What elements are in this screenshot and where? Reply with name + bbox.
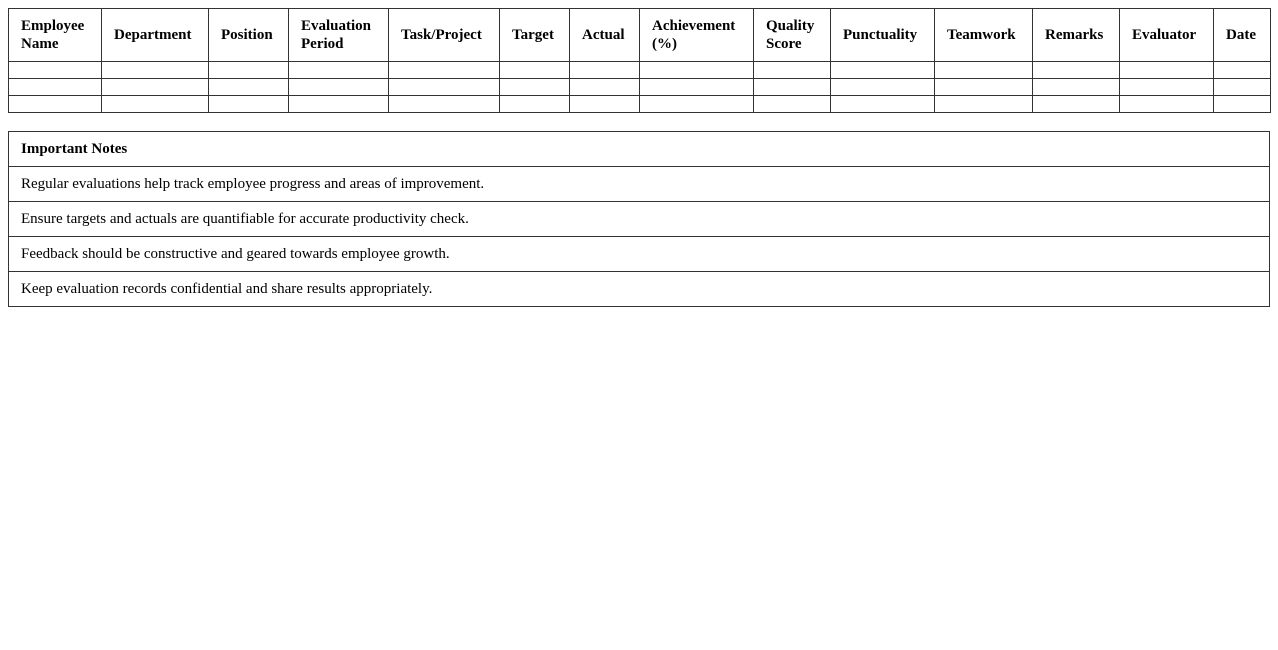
table-cell[interactable] [830,78,935,96]
table-cell[interactable] [8,95,102,113]
table-cell[interactable] [1032,95,1120,113]
table-cell[interactable] [208,95,289,113]
table-cell[interactable] [830,61,935,79]
column-header: Achievement (%) [639,8,754,62]
table-cell[interactable] [934,61,1033,79]
note-item: Ensure targets and actuals are quantifia… [8,201,1270,237]
table-cell[interactable] [388,61,500,79]
table-cell[interactable] [101,61,209,79]
table-row [8,61,1271,79]
table-cell[interactable] [934,95,1033,113]
table-cell[interactable] [1119,95,1214,113]
column-header: Remarks [1032,8,1120,62]
column-header: Date [1213,8,1271,62]
column-header: Employee Name [8,8,102,62]
table-cell[interactable] [1032,78,1120,96]
column-header: Task/Project [388,8,500,62]
table-cell[interactable] [8,78,102,96]
table-cell[interactable] [1119,78,1214,96]
note-item: Keep evaluation records confidential and… [8,271,1270,307]
header-row: Employee Name Department Position Evaluatio… [8,8,1271,62]
evaluation-table: Employee Name Department Position Evaluatio… [8,8,1271,113]
table-cell[interactable] [288,61,389,79]
column-header: Target [499,8,570,62]
column-header: Position [208,8,289,62]
table-cell[interactable] [208,78,289,96]
column-header: Punctuality [830,8,935,62]
table-cell[interactable] [753,61,831,79]
table-cell[interactable] [753,95,831,113]
table-cell[interactable] [388,95,500,113]
table-row [8,78,1271,96]
table-cell[interactable] [569,95,640,113]
table-cell[interactable] [101,78,209,96]
column-header: Evaluation Period [288,8,389,62]
table-cell[interactable] [388,78,500,96]
table-cell[interactable] [101,95,209,113]
table-cell[interactable] [208,61,289,79]
table-cell[interactable] [569,61,640,79]
table-cell[interactable] [639,61,754,79]
notes-title: Important Notes [8,131,1270,167]
table-cell[interactable] [8,61,102,79]
table-cell[interactable] [1213,78,1271,96]
table-cell[interactable] [1032,61,1120,79]
important-notes-table: Important Notes Regular evaluations help… [8,131,1270,307]
note-item: Regular evaluations help track employee … [8,166,1270,202]
table-cell[interactable] [1213,61,1271,79]
table-cell[interactable] [753,78,831,96]
table-cell[interactable] [1213,95,1271,113]
table-cell[interactable] [569,78,640,96]
column-header: Quality Score [753,8,831,62]
column-header: Teamwork [934,8,1033,62]
table-cell[interactable] [499,61,570,79]
table-cell[interactable] [934,78,1033,96]
table-row [8,95,1271,113]
table-cell[interactable] [639,95,754,113]
table-cell[interactable] [639,78,754,96]
table-cell[interactable] [499,95,570,113]
table-cell[interactable] [288,95,389,113]
table-cell[interactable] [830,95,935,113]
column-header: Department [101,8,209,62]
table-cell[interactable] [288,78,389,96]
column-header: Actual [569,8,640,62]
table-cell[interactable] [499,78,570,96]
note-item: Feedback should be constructive and gear… [8,236,1270,272]
table-cell[interactable] [1119,61,1214,79]
column-header: Evaluator [1119,8,1214,62]
